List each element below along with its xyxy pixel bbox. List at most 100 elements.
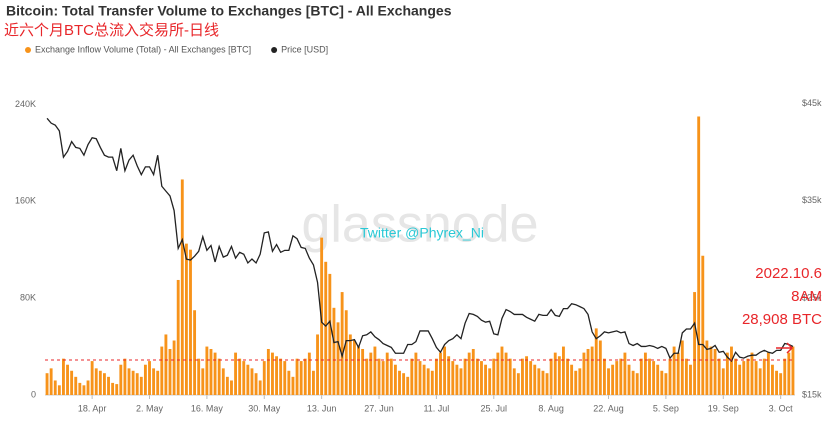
bar	[602, 358, 606, 395]
bar	[639, 358, 643, 395]
bar	[656, 364, 660, 395]
bar	[402, 373, 406, 395]
bar	[750, 352, 754, 395]
bar	[434, 358, 438, 395]
bar	[111, 382, 115, 395]
bar	[422, 364, 426, 395]
bar	[66, 364, 69, 395]
bar	[730, 346, 733, 395]
bar	[664, 373, 668, 395]
y2-tick-label: $45k	[802, 98, 822, 108]
bar	[615, 361, 619, 395]
bar	[594, 328, 598, 395]
bar	[680, 340, 684, 395]
x-tick-label: 11. Jul	[423, 403, 449, 413]
bar	[225, 376, 229, 395]
bar	[70, 370, 74, 395]
bar	[78, 382, 82, 395]
bar	[332, 307, 336, 395]
bar	[623, 352, 627, 395]
bar	[418, 361, 422, 395]
x-tick-label: 3. Oct	[769, 403, 794, 413]
bar	[135, 373, 139, 395]
bar	[635, 373, 639, 395]
bar	[156, 370, 160, 395]
bar	[193, 310, 197, 395]
x-tick-label: 5. Sep	[653, 403, 679, 413]
bar	[766, 352, 770, 395]
bar	[562, 346, 565, 395]
bar	[389, 358, 393, 395]
bar	[62, 358, 65, 395]
bar	[180, 179, 184, 395]
bar	[119, 364, 123, 395]
bar	[643, 352, 647, 395]
bar	[475, 358, 479, 395]
bar	[336, 322, 340, 395]
bar	[611, 364, 615, 395]
bar	[492, 358, 496, 395]
x-tick-label: 30. May	[248, 403, 281, 413]
annotation-text: 28,908 BTC	[742, 311, 822, 328]
bar	[631, 370, 635, 395]
bar	[516, 373, 520, 395]
bar	[213, 352, 217, 395]
bar	[545, 373, 549, 395]
bar	[152, 368, 156, 395]
bar	[160, 346, 164, 395]
annotation-text: 2022.10.6	[755, 265, 822, 282]
bar	[246, 364, 250, 395]
bar	[393, 364, 397, 395]
bar	[279, 358, 283, 395]
bar	[787, 352, 791, 395]
bar	[168, 348, 172, 395]
bar	[369, 352, 373, 395]
bar	[283, 361, 287, 395]
bar	[361, 348, 365, 395]
bar	[209, 348, 213, 395]
bar	[447, 356, 451, 395]
bar	[86, 380, 90, 395]
bar	[701, 255, 705, 395]
bar	[254, 373, 258, 395]
bar	[348, 334, 352, 395]
bar	[266, 348, 270, 395]
y-tick-label: 80K	[20, 293, 36, 303]
bar	[537, 368, 541, 395]
bar	[102, 373, 106, 395]
plot-area: 0 80K 160K 240K $15k $25k $35k $45k 18. Apr 2. Ma…	[15, 44, 822, 413]
bar	[689, 364, 692, 395]
bar	[184, 243, 188, 395]
bar	[553, 352, 557, 395]
bar	[82, 385, 86, 395]
bar	[590, 346, 594, 395]
bar	[668, 358, 672, 395]
bar	[430, 370, 434, 395]
bar	[410, 358, 414, 395]
bar	[291, 376, 295, 395]
bar	[508, 358, 512, 395]
bar	[357, 346, 360, 395]
bar	[791, 346, 795, 395]
bar	[488, 368, 492, 395]
x-tick-label: 18. Apr	[78, 403, 107, 413]
bar	[557, 356, 561, 395]
bar	[57, 385, 61, 395]
bar	[299, 361, 303, 395]
bar	[660, 370, 664, 395]
watermark: glassnode	[301, 196, 538, 254]
bar	[533, 364, 537, 395]
bar	[197, 358, 201, 395]
y-tick-label: 240K	[15, 99, 36, 109]
bar	[123, 358, 127, 395]
bar	[74, 376, 78, 395]
bar	[762, 358, 766, 395]
bar	[582, 352, 586, 395]
bar	[574, 370, 578, 395]
bar	[521, 358, 524, 395]
x-tick-label: 22. Aug	[593, 403, 624, 413]
bar	[414, 352, 418, 395]
bar	[398, 370, 401, 395]
bar	[697, 116, 701, 395]
bar	[713, 348, 717, 395]
